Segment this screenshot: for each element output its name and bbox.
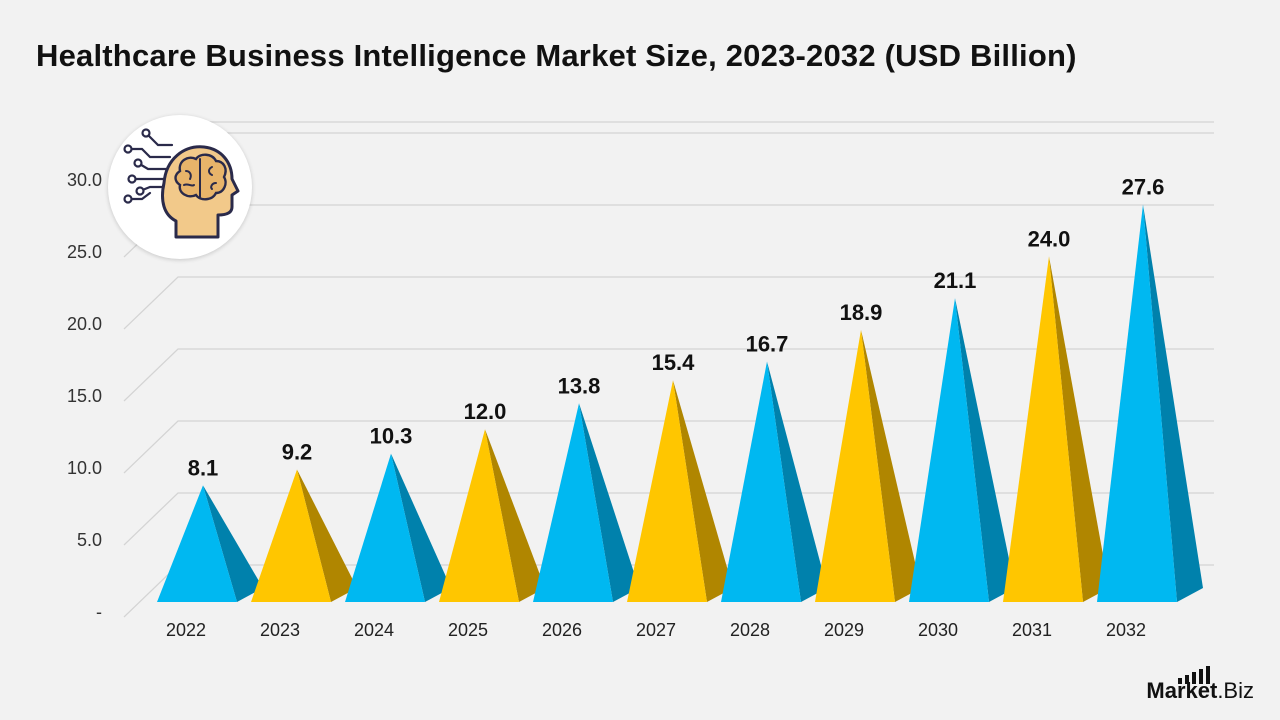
bar-side-face	[861, 329, 921, 602]
bar	[345, 453, 451, 602]
y-axis-ticks: - 5.0 10.0 15.0 20.0 25.0 30.0	[67, 170, 102, 622]
x-tick-label: 2025	[448, 620, 488, 640]
bar	[439, 429, 545, 602]
brand-logo: Market.Biz	[1146, 666, 1254, 704]
bar-front-face	[157, 485, 237, 602]
bar-front-face	[909, 298, 989, 602]
data-label: 18.9	[840, 300, 883, 325]
signal-bars-icon	[1178, 666, 1210, 684]
data-label: 9.2	[282, 440, 313, 465]
chart-title: Healthcare Business Intelligence Market …	[36, 38, 1077, 73]
bar-front-face	[721, 361, 801, 602]
bar-front-face	[251, 469, 331, 602]
bar-side-face	[485, 429, 545, 602]
bar-side-face	[297, 469, 357, 602]
bar	[157, 485, 263, 602]
y-tick-label: 15.0	[67, 386, 102, 406]
gridline	[123, 132, 1214, 186]
bar-side-face	[955, 298, 1015, 602]
data-label: 8.1	[188, 455, 219, 480]
bar-front-face	[439, 429, 519, 602]
brain-head-icon	[108, 115, 252, 259]
bar-front-face	[815, 329, 895, 602]
data-label: 15.4	[652, 350, 696, 375]
bar-front-face	[533, 403, 613, 602]
y-tick-label: 5.0	[77, 530, 102, 550]
data-label: 21.1	[934, 268, 977, 293]
bars	[157, 204, 1203, 602]
x-tick-label: 2024	[354, 620, 394, 640]
data-labels: 8.1 9.2 10.3 12.0 13.8 15.4 16.7 18.9 21.1 24.0 27…	[188, 175, 1165, 481]
bar	[251, 469, 357, 602]
bar-front-face	[345, 453, 425, 602]
data-label: 13.8	[558, 373, 601, 398]
bar-front-face	[627, 380, 707, 602]
bar	[1003, 256, 1109, 602]
bar	[627, 380, 733, 602]
x-tick-label: 2028	[730, 620, 770, 640]
gridline	[123, 276, 1214, 330]
bar-side-face	[391, 453, 451, 602]
data-label: 27.6	[1122, 175, 1165, 200]
x-tick-label: 2023	[260, 620, 300, 640]
x-tick-label: 2030	[918, 620, 958, 640]
data-label: 16.7	[746, 332, 789, 357]
bar-front-face	[1097, 204, 1177, 602]
bar-side-face	[673, 380, 733, 602]
y-tick-label: 20.0	[67, 314, 102, 334]
gridline	[123, 348, 1214, 402]
bar	[533, 403, 639, 602]
bar-side-face	[203, 485, 263, 602]
bar	[1097, 204, 1203, 602]
data-label: 12.0	[464, 399, 507, 424]
bar	[909, 298, 1015, 602]
data-label: 10.3	[370, 424, 413, 449]
bar-side-face	[767, 361, 827, 602]
x-tick-label: 2026	[542, 620, 582, 640]
y-tick-label: 30.0	[67, 170, 102, 190]
y-tick-label: -	[96, 602, 102, 622]
x-tick-label: 2031	[1012, 620, 1052, 640]
bar-side-face	[579, 403, 639, 602]
bar	[815, 329, 921, 602]
x-tick-label: 2022	[166, 620, 206, 640]
x-axis-ticks: 2022 2023 2024 2025 2026 2027 2028 2029 2030 2031…	[166, 620, 1146, 640]
x-tick-label: 2027	[636, 620, 676, 640]
data-label: 24.0	[1028, 226, 1071, 251]
y-tick-label: 10.0	[67, 458, 102, 478]
x-tick-label: 2032	[1106, 620, 1146, 640]
bar-side-face	[1143, 204, 1203, 602]
brand-name-rest: .Biz	[1217, 678, 1254, 703]
bar	[721, 361, 827, 602]
y-tick-label: 25.0	[67, 242, 102, 262]
bar-front-face	[1003, 256, 1083, 602]
bar-side-face	[1049, 256, 1109, 602]
x-tick-label: 2029	[824, 620, 864, 640]
